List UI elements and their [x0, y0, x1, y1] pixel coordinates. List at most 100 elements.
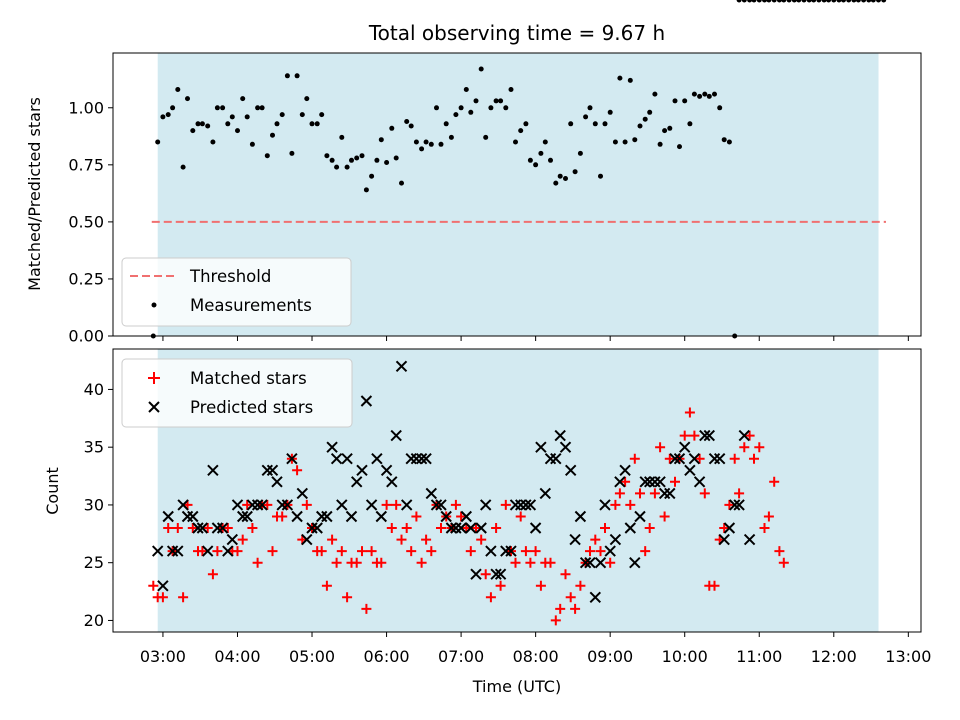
measurement-point [359, 153, 365, 159]
measurement-point [235, 128, 240, 134]
predicted-star-point [345, 510, 358, 523]
predicted-star-point [634, 510, 646, 523]
matched-star-point [629, 453, 640, 464]
matched-star-point [759, 523, 770, 533]
top-y-axis-label: Matched/Predicted stars [25, 97, 44, 291]
measurement-point [389, 125, 395, 131]
matched-star-point [610, 499, 621, 510]
measurement-point [657, 141, 663, 147]
predicted-star-point [246, 499, 259, 511]
predicted-star-point [564, 464, 577, 477]
predicted-star-point [485, 545, 497, 557]
matched-star-point [178, 592, 189, 603]
matched-star-point [212, 546, 223, 557]
predicted-star-point [535, 441, 547, 453]
matched-legend-label: Matched stars [190, 369, 307, 388]
predicted-star-point [554, 429, 566, 442]
matched-star-point [614, 488, 625, 499]
predicted-star-point [341, 452, 353, 465]
matched-star-point [411, 511, 422, 522]
predicted-star-point [643, 476, 656, 488]
top-y-tick-label: 0.50 [68, 212, 104, 231]
measurement-point [662, 128, 668, 134]
x-tick-label: 09:00 [587, 647, 633, 666]
predicted-star-point [222, 545, 234, 557]
measurement-point [299, 112, 305, 118]
bottom-legend: Matched stars Predicted stars [121, 358, 353, 428]
predicted-star-point [151, 545, 164, 557]
predicted-star-point [639, 476, 651, 488]
measurement-point [324, 153, 330, 159]
measurement-point [195, 121, 201, 127]
measurement-point [240, 96, 246, 102]
measurement-point [816, 0, 822, 3]
measurement-point [170, 105, 176, 111]
measurement-point [702, 91, 708, 97]
bottom-plot-frame [112, 348, 922, 633]
matched-star-point [292, 465, 303, 476]
matched-star-point [769, 476, 780, 487]
predicted-star-point [688, 452, 701, 465]
predicted-star-point [614, 476, 626, 488]
matched-star-point [754, 442, 765, 453]
matched-star-point [749, 453, 759, 464]
predicted-star-point [569, 533, 581, 546]
measurement-point [329, 157, 335, 163]
predicted-star-point [276, 499, 288, 511]
measurement-point [687, 121, 693, 127]
predicted-star-point [380, 464, 393, 477]
measurement-point [498, 98, 504, 104]
measurement-point [583, 114, 589, 120]
predicted-star-point [281, 499, 294, 511]
measurement-point [642, 116, 648, 122]
matched-star-point [476, 534, 487, 545]
measurement-point [577, 150, 583, 156]
measurement-point [413, 139, 419, 145]
x-tick-label: 06:00 [364, 647, 410, 666]
measurement-point [369, 173, 375, 179]
predicted-star-point [415, 452, 428, 465]
matched-star-point [699, 488, 710, 499]
matched-star-point [535, 580, 546, 591]
matched-star-point [620, 476, 631, 487]
measurements-legend-label: Measurements [190, 296, 312, 315]
predicted-star-point [624, 522, 637, 534]
measurement-point [776, 0, 782, 3]
predicted-star-point [231, 499, 244, 511]
measurement-point [264, 153, 270, 159]
measurement-point [483, 134, 489, 140]
predicted-star-point [326, 441, 338, 453]
measurement-point [334, 164, 340, 170]
matched-star-point [595, 546, 606, 557]
predicted-star-point [589, 591, 602, 604]
measurement-point [741, 0, 747, 3]
matched-star-point [187, 523, 198, 533]
measurement-point [801, 0, 807, 3]
matched-star-point [301, 499, 312, 510]
x-tick-label: 13:00 [885, 647, 931, 666]
measurement-point [384, 160, 390, 165]
predicted-star-point [201, 545, 214, 557]
predicted-star-point [479, 499, 492, 511]
matched-star-point [237, 534, 248, 545]
predicted-star-point [177, 499, 189, 511]
matched-star-point [401, 523, 412, 533]
measurement-point [607, 109, 613, 115]
measurement-point [622, 139, 628, 145]
x-axis-label: Time (UTC) [472, 677, 561, 696]
measurement-point [881, 0, 887, 3]
predicted-star-point [371, 452, 383, 465]
bottom-y-tick-label: 25 [84, 553, 104, 572]
matched-star-point [366, 546, 377, 557]
bottom-legend-box [121, 358, 353, 428]
chart-title: Total observing time = 9.67 h [368, 21, 665, 45]
matched-star-point [242, 499, 253, 510]
matched-star-point [778, 557, 789, 568]
predicted-star-point [420, 452, 432, 465]
matched-star-point [222, 523, 233, 533]
measurement-point [846, 0, 852, 3]
measurement-point [851, 0, 857, 3]
measurement-point [762, 0, 767, 3]
predicted-star-point [609, 533, 622, 546]
bottom-y-tick-label: 30 [84, 495, 104, 514]
